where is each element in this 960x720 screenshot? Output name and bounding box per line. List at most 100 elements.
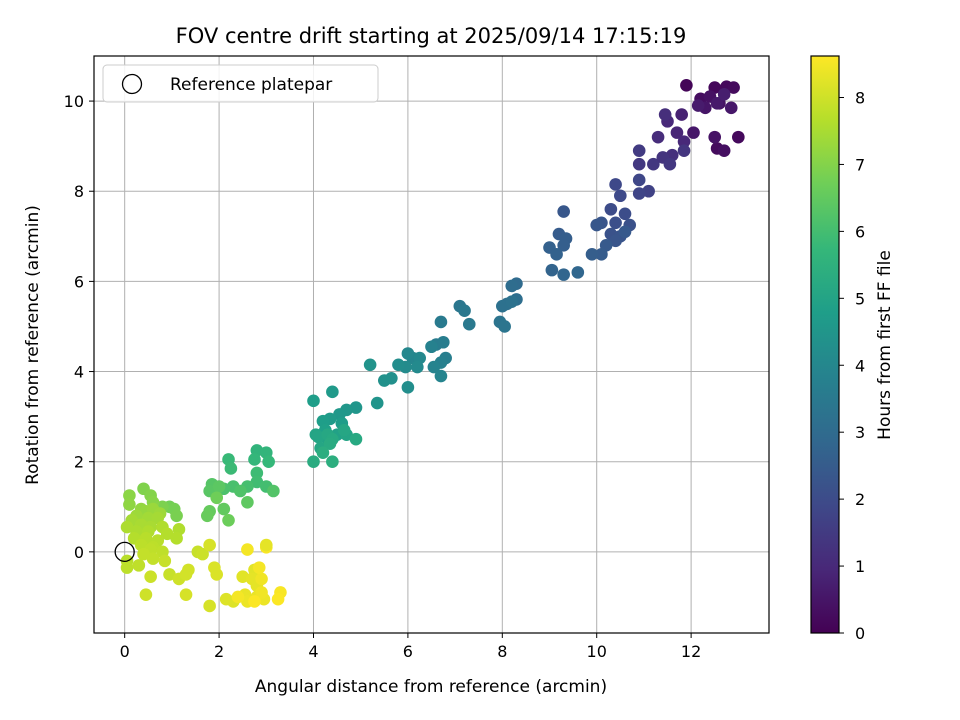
data-point	[437, 335, 450, 349]
data-point	[427, 360, 441, 374]
data-point	[550, 248, 563, 261]
colorbar-tick-label: 2	[855, 490, 865, 509]
y-tick-label: 8	[74, 182, 84, 201]
data-point	[392, 358, 405, 372]
y-tick-label: 6	[74, 272, 84, 291]
data-point	[618, 225, 632, 239]
data-point	[632, 144, 646, 157]
y-tick-label: 4	[74, 363, 84, 382]
legend-marker-circle-icon	[121, 73, 143, 95]
data-point	[458, 304, 471, 317]
data-point	[137, 547, 150, 561]
x-tick-label: 8	[497, 642, 507, 661]
data-point	[363, 358, 377, 372]
data-point	[316, 446, 330, 459]
y-tick-label: 2	[74, 453, 84, 472]
data-point	[585, 248, 599, 261]
colorbar-tick-label: 8	[855, 89, 865, 108]
data-point	[411, 360, 424, 374]
data-point	[248, 453, 261, 466]
data-point	[370, 396, 384, 410]
data-point	[158, 554, 172, 568]
data-point	[545, 263, 559, 277]
data-point	[724, 101, 738, 115]
data-point	[120, 520, 134, 534]
data-point	[210, 491, 224, 505]
data-point	[222, 514, 235, 527]
data-point	[677, 135, 691, 148]
data-point	[632, 157, 646, 171]
y-axis-label: Rotation from reference (arcmin)	[23, 205, 43, 485]
data-point	[210, 568, 224, 581]
data-point	[708, 130, 722, 144]
data-point	[323, 437, 337, 450]
data-point	[434, 315, 448, 329]
plot-area	[93, 55, 770, 634]
y-axis: 0 2 4 6 8 10	[64, 92, 94, 562]
x-axis: 0 2 4 6 8 10 12	[120, 633, 701, 661]
data-point	[337, 423, 351, 437]
data-point	[505, 295, 519, 308]
data-point	[200, 509, 214, 523]
x-tick-label: 10	[587, 642, 607, 661]
data-point	[675, 108, 688, 121]
data-point	[663, 157, 677, 171]
colorbar-tick-label: 1	[855, 557, 865, 576]
x-axis-label: Angular distance from reference (arcmin)	[255, 677, 607, 697]
data-point	[632, 173, 646, 187]
x-tick-label: 6	[403, 642, 413, 661]
legend: Reference platepar	[102, 64, 379, 103]
data-point	[732, 130, 745, 144]
data-point	[691, 99, 705, 112]
data-point	[680, 79, 693, 92]
grid	[94, 56, 769, 633]
data-point	[557, 205, 570, 218]
data-point	[557, 239, 570, 252]
data-point	[557, 268, 570, 281]
data-point	[326, 455, 339, 469]
y-tick-label: 10	[64, 92, 84, 111]
data-point	[677, 144, 691, 157]
data-point	[349, 401, 363, 414]
data-point	[609, 234, 622, 248]
colorbar-tick-label: 4	[855, 356, 865, 375]
data-point	[120, 561, 134, 574]
data-point	[262, 455, 275, 469]
data-point	[234, 484, 247, 498]
data-point	[647, 157, 660, 171]
data-point	[267, 484, 280, 498]
colorbar-tick-label: 0	[855, 624, 865, 643]
colorbar-tick-label: 5	[855, 289, 865, 308]
data-point	[401, 347, 415, 360]
data-point	[170, 532, 183, 545]
data-point	[271, 592, 285, 606]
data-point	[496, 299, 509, 313]
data-point	[632, 187, 646, 200]
data-point	[614, 189, 627, 203]
data-point	[123, 489, 136, 502]
colorbar-ticks: 0 1 2 3 4 5 6 7 8	[839, 89, 865, 643]
data-point	[236, 570, 249, 583]
data-point	[259, 538, 273, 552]
data-point	[250, 475, 264, 489]
chart-title: FOV centre drift starting at 2025/09/14 …	[176, 24, 687, 48]
data-point	[139, 588, 153, 601]
data-point	[377, 374, 391, 387]
data-point	[203, 538, 216, 552]
colorbar-tick-label: 3	[855, 423, 865, 442]
legend-entry: Reference platepar	[170, 75, 332, 95]
data-point	[505, 279, 519, 293]
x-tick-label: 0	[120, 642, 130, 661]
reference-marker	[114, 541, 135, 563]
data-point	[311, 430, 325, 444]
data-point	[604, 202, 618, 216]
data-point	[609, 178, 622, 191]
data-points	[120, 79, 745, 613]
data-point	[498, 320, 511, 333]
colorbar-tick-label: 7	[855, 155, 865, 174]
data-point	[658, 108, 672, 121]
data-point	[687, 126, 700, 139]
data-point	[609, 216, 622, 230]
x-tick-label: 2	[214, 642, 224, 661]
data-point	[252, 561, 266, 574]
